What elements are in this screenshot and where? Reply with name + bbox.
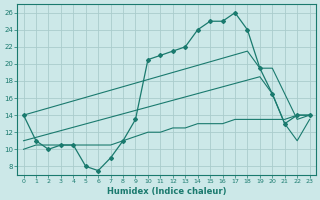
- X-axis label: Humidex (Indice chaleur): Humidex (Indice chaleur): [107, 187, 226, 196]
